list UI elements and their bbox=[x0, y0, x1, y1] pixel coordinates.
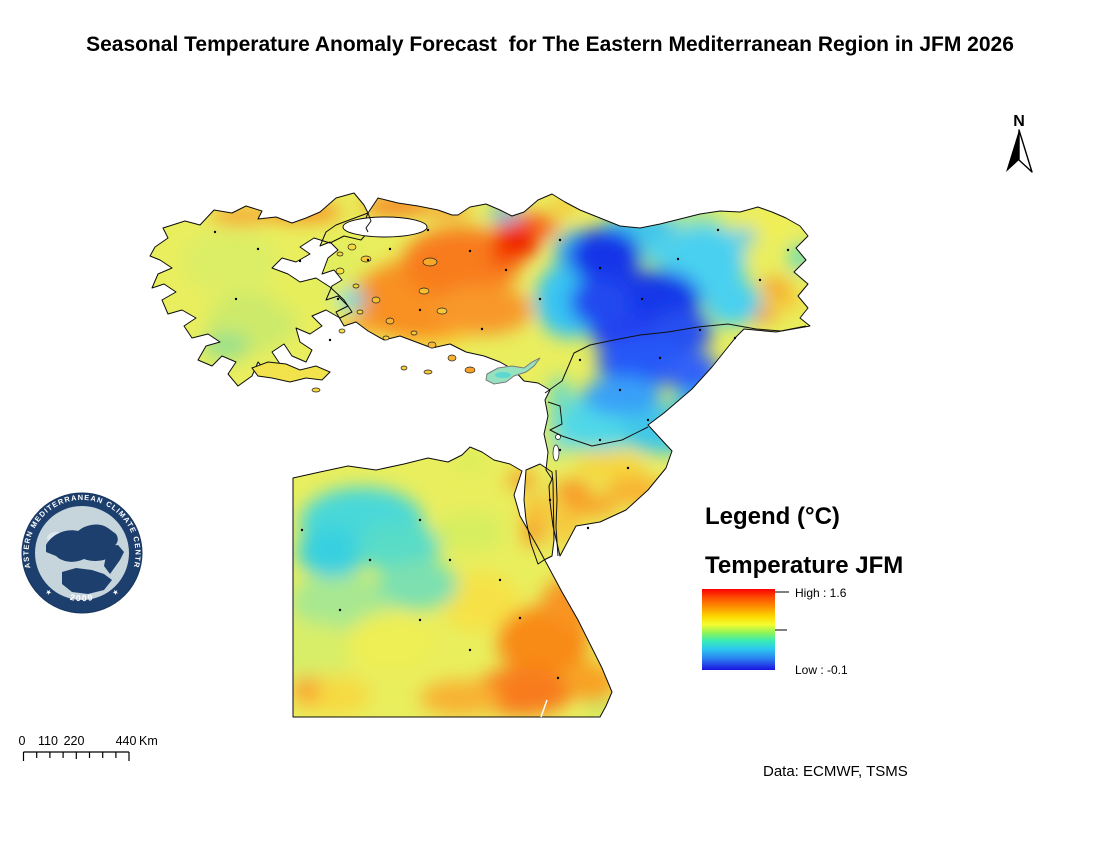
sea-of-galilee bbox=[555, 434, 561, 440]
scale-bar-ticks bbox=[22, 751, 130, 761]
scale-unit-label: Km bbox=[139, 734, 158, 748]
marmara-sea bbox=[342, 216, 428, 238]
sinai-landmass bbox=[523, 463, 555, 565]
north-arrow: N bbox=[1006, 113, 1033, 173]
scale-label-110: 110 bbox=[38, 734, 58, 748]
aegean-islands bbox=[311, 243, 476, 393]
scale-label-0: 0 bbox=[19, 734, 26, 748]
scale-label-220: 220 bbox=[64, 734, 85, 748]
svg-text:EASTERN MEDITERRANEAN CLIMATE: EASTERN MEDITERRANEAN CLIMATE CENTRE bbox=[0, 0, 143, 569]
credit-text: Data: ECMWF, TSMS bbox=[763, 763, 908, 780]
legend-heading: Legend (°C) bbox=[705, 503, 840, 530]
cyprus-island bbox=[485, 357, 541, 385]
logo-star-left: ★ bbox=[44, 587, 54, 597]
legend-low-label: Low : -0.1 bbox=[795, 663, 848, 677]
coastlines bbox=[149, 192, 811, 718]
north-arrow-icon bbox=[1006, 129, 1033, 173]
crete-island bbox=[251, 361, 331, 383]
grid-point-dots bbox=[213, 228, 790, 680]
legend-high-label: High : 1.6 bbox=[795, 586, 847, 600]
egypt-landmass bbox=[292, 446, 613, 718]
page-title: Seasonal Temperature Anomaly Forecast fo… bbox=[86, 33, 1014, 56]
dead-sea bbox=[552, 444, 560, 462]
logo-arc-text: EASTERN MEDITERRANEAN CLIMATE CENTRE bbox=[0, 0, 141, 569]
greece-landmass bbox=[149, 192, 369, 387]
scale-bar: 0 110 220 440 Km bbox=[19, 734, 158, 761]
logo-year: 2009 bbox=[69, 592, 93, 603]
logo-inner-map bbox=[46, 524, 124, 594]
nile-river bbox=[540, 699, 548, 718]
north-arrow-label: N bbox=[1013, 113, 1025, 130]
country-borders bbox=[365, 212, 807, 557]
anatolia-levant-landmass bbox=[319, 193, 811, 557]
logo-star-right: ★ bbox=[110, 587, 120, 597]
emcc-logo: EASTERN MEDITERRANEAN CLIMATE CENTRE 200… bbox=[0, 0, 143, 614]
scale-label-440: 440 bbox=[116, 734, 137, 748]
legend-layer-name: Temperature JFM bbox=[705, 552, 903, 579]
legend-color-ramp bbox=[702, 589, 775, 670]
svg-text:2009: 2009 bbox=[69, 592, 95, 603]
legend: Legend (°C) Temperature JFM High : 1.6 L… bbox=[702, 503, 903, 677]
